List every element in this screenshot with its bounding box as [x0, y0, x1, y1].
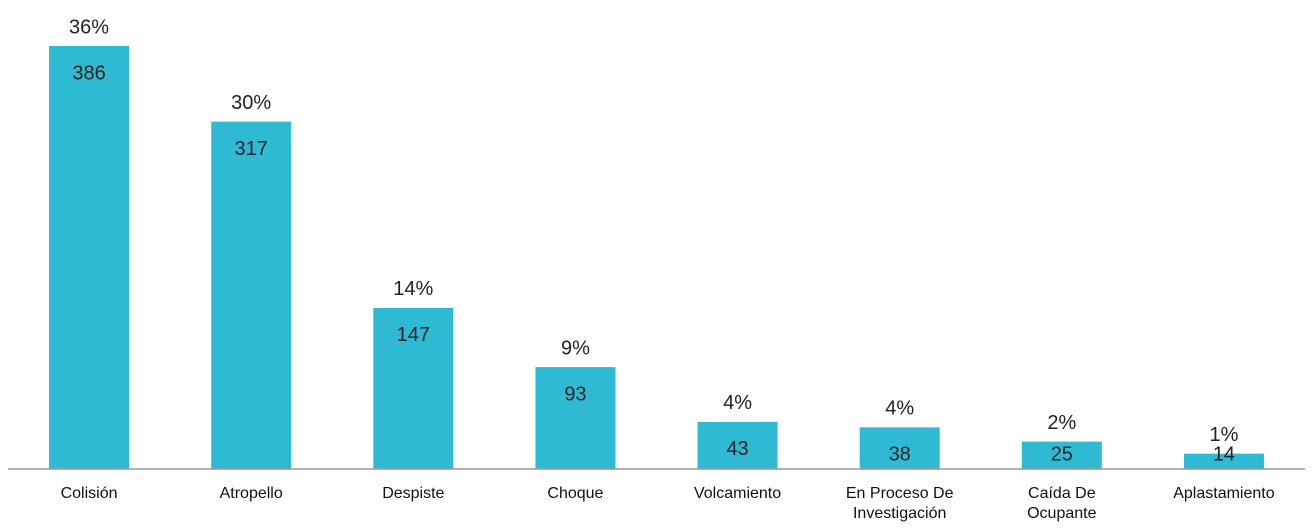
bar [49, 46, 130, 469]
bar [1021, 441, 1102, 469]
bar [1183, 453, 1264, 469]
value-label: 93 [564, 383, 586, 405]
value-label: 14 [1213, 443, 1235, 465]
x-tick-label: En Proceso De Investigación [845, 485, 954, 522]
x-tick-label: Atropello [219, 485, 283, 502]
percent-label: 4% [723, 392, 752, 414]
bar [373, 307, 454, 469]
value-label: 43 [726, 438, 748, 460]
percent-label: 2% [1047, 412, 1076, 434]
x-tick-label: Aplastamiento [1173, 485, 1275, 502]
percent-label: 1% [1209, 424, 1238, 446]
percent-label: 30% [231, 92, 271, 114]
percent-label: 36% [69, 16, 109, 38]
percent-label: 4% [885, 398, 914, 420]
bar [859, 427, 940, 469]
bar [211, 121, 292, 470]
x-tick-label: Volcamiento [693, 485, 782, 502]
x-tick-label: Colisión [60, 485, 118, 502]
percent-label: 14% [393, 278, 433, 300]
value-label: 38 [889, 443, 911, 465]
x-tick-label: Caída De Ocupante [1027, 485, 1097, 522]
percent-label: 9% [561, 337, 590, 359]
value-label: 317 [235, 138, 268, 160]
value-label: 25 [1051, 443, 1073, 465]
bar [697, 421, 778, 469]
bar [535, 367, 616, 469]
x-tick-label: Despiste [382, 485, 445, 502]
x-tick-label: Choque [547, 485, 604, 502]
value-label: 386 [72, 62, 105, 84]
value-label: 147 [397, 324, 430, 346]
